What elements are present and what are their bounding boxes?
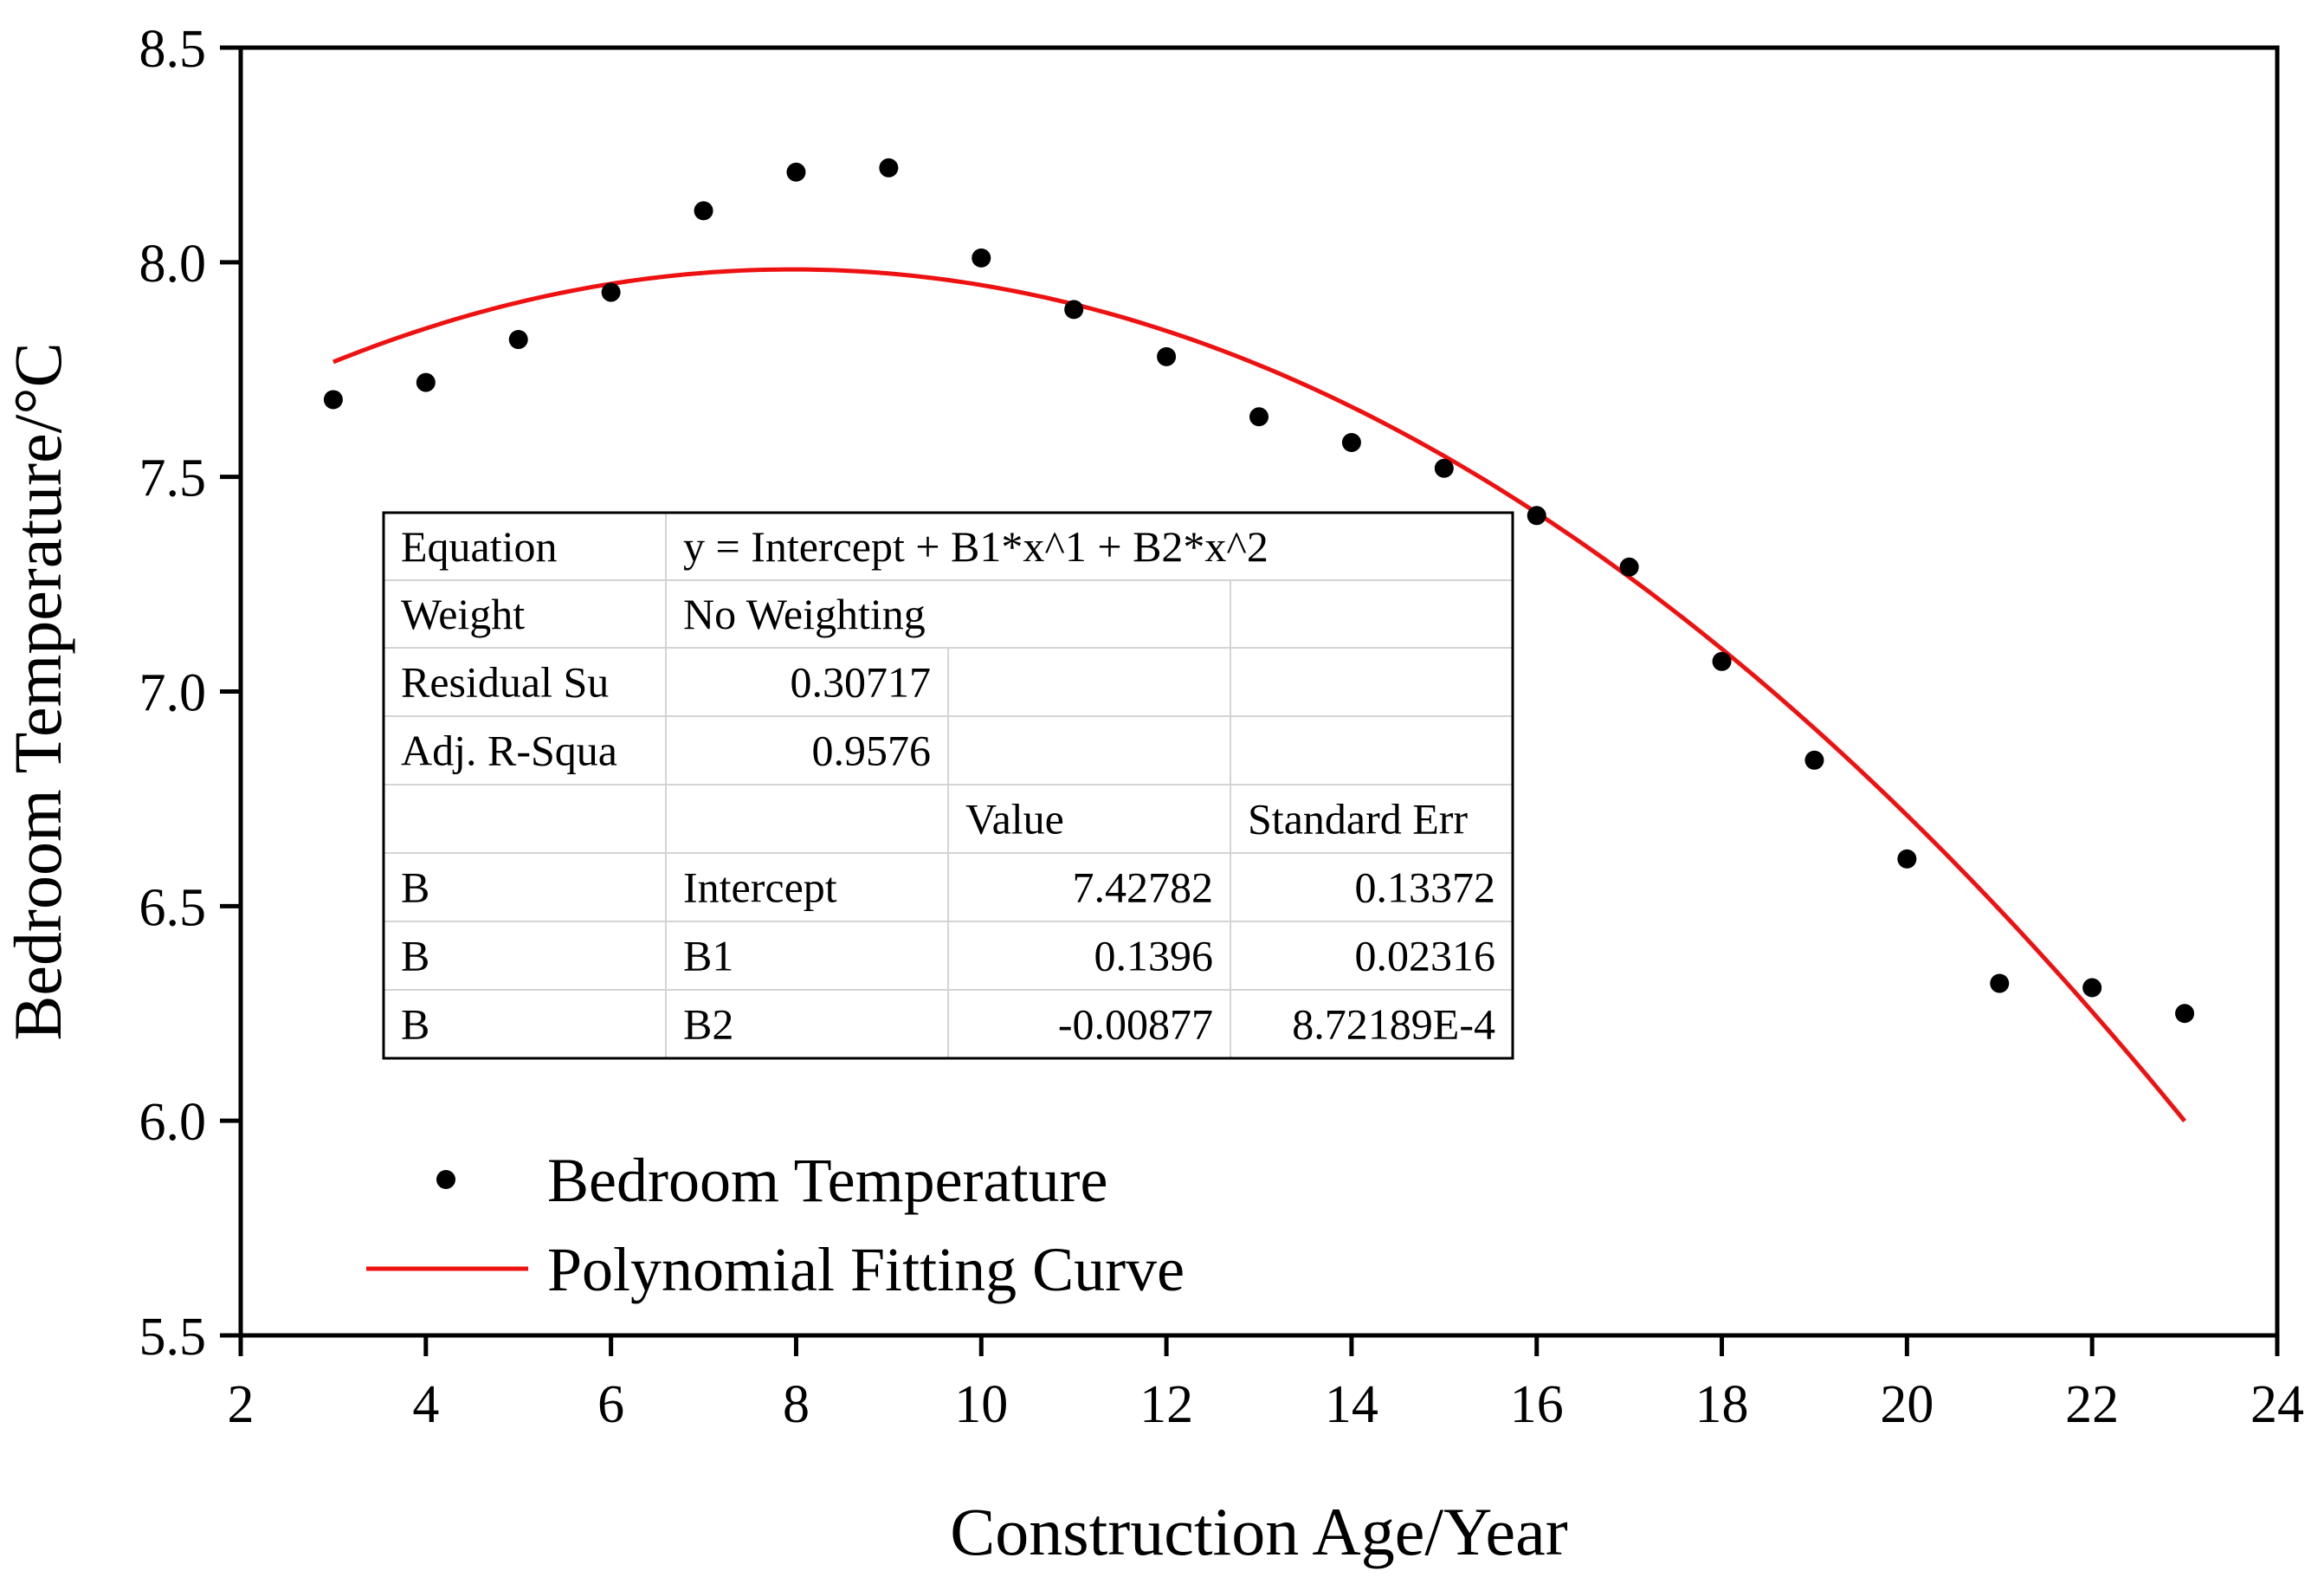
stats-cell: B [401, 1000, 429, 1049]
stats-cell: Value [965, 795, 1064, 843]
x-tick-label: 12 [1139, 1375, 1193, 1434]
data-point [1341, 433, 1361, 453]
x-tick-label: 6 [597, 1375, 624, 1434]
stats-cell: 0.13372 [1355, 863, 1496, 912]
stats-cell: Adj. R-Squa [401, 727, 617, 775]
data-point [694, 201, 713, 221]
legend: Bedroom Temperature Polynomial Fitting C… [366, 1146, 1185, 1304]
data-point [1249, 407, 1269, 427]
data-point [786, 162, 806, 182]
x-tick-label: 4 [412, 1375, 439, 1434]
stats-cell: 0.02316 [1355, 932, 1496, 980]
x-tick-label: 22 [2065, 1375, 2119, 1434]
y-axis-ticks: 5.5 6.0 6.5 7.0 7.5 8.0 8.5 [139, 20, 241, 1367]
y-tick-label: 5.5 [139, 1308, 207, 1367]
stats-cell: B [401, 932, 429, 980]
stats-cell: 0.30717 [791, 658, 932, 707]
x-tick-label: 10 [954, 1375, 1008, 1434]
scatter-points [323, 158, 2195, 1024]
stats-cell: B1 [683, 932, 733, 980]
data-point [1897, 849, 1917, 869]
x-tick-label: 18 [1695, 1375, 1749, 1434]
stats-cell: Residual Su [401, 658, 609, 707]
y-tick-label: 8.0 [139, 235, 207, 294]
x-axis-ticks: 2 4 6 8 10 12 14 16 18 20 22 24 [228, 1335, 2304, 1434]
legend-marker-scatter [436, 1170, 455, 1189]
x-axis-title: Construction Age/Year [950, 1494, 1568, 1569]
y-axis-title: Bedroom Temperature/°C [0, 342, 75, 1040]
x-tick-label: 2 [228, 1375, 255, 1434]
stats-cell: 0.1396 [1094, 932, 1214, 980]
stats-cell: 0.9576 [812, 727, 932, 775]
legend-label-scatter: Bedroom Temperature [547, 1146, 1107, 1215]
x-tick-label: 20 [1880, 1375, 1933, 1434]
stats-cell: 7.42782 [1073, 863, 1214, 912]
y-tick-label: 6.5 [139, 878, 207, 937]
stats-cell: Equation [401, 522, 558, 571]
data-point [1619, 557, 1639, 577]
stats-table-border [382, 511, 1514, 1060]
data-point [1712, 651, 1732, 671]
data-point [1527, 506, 1546, 526]
stats-cell: y = Intercept + B1*x^1 + B2*x^2 [683, 522, 1269, 571]
stats-cell: Intercept [683, 863, 837, 912]
stats-cell: B2 [683, 1000, 733, 1049]
y-tick-label: 6.0 [139, 1093, 207, 1152]
y-tick-label: 7.0 [139, 664, 207, 723]
data-point [2175, 1004, 2195, 1024]
y-tick-label: 8.5 [139, 20, 207, 79]
data-point [416, 372, 436, 392]
data-point [601, 282, 621, 302]
x-tick-label: 24 [2250, 1375, 2304, 1434]
x-tick-label: 8 [783, 1375, 810, 1434]
stats-cell: Weight [401, 590, 525, 638]
stats-cell: 8.72189E-4 [1292, 1000, 1495, 1049]
data-point [972, 248, 991, 268]
data-point [1804, 750, 1824, 770]
fit-statistics-table: Equation y = Intercept + B1*x^1 + B2*x^2 W… [382, 511, 1514, 1060]
stats-cell: B [401, 863, 429, 912]
y-tick-label: 7.5 [139, 449, 207, 508]
fit-curve-line [332, 267, 2187, 1123]
data-point [1064, 300, 1084, 320]
data-point [879, 158, 899, 178]
stats-cell: No Weighting [683, 590, 926, 638]
data-point [1434, 458, 1454, 478]
data-point [323, 390, 343, 410]
stats-cell: -0.00877 [1058, 1000, 1213, 1049]
x-tick-label: 14 [1325, 1375, 1378, 1434]
legend-label-line: Polynomial Fitting Curve [547, 1235, 1185, 1304]
data-point [2082, 978, 2102, 998]
x-tick-label: 16 [1510, 1375, 1564, 1434]
stats-cell: Standard Err [1248, 795, 1468, 843]
data-point [1990, 973, 2010, 993]
data-point [1157, 346, 1177, 366]
data-point [508, 330, 528, 350]
